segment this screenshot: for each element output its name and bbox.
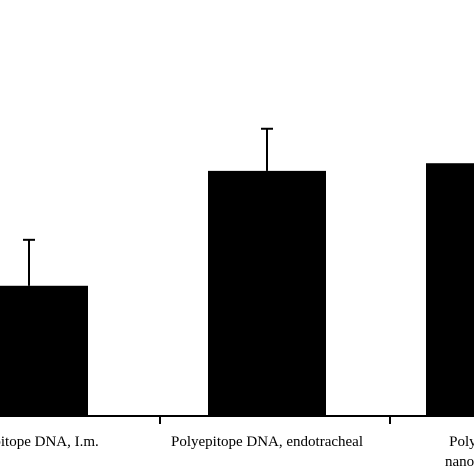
- x-tick-label-3-line-1: Polyepitope: [449, 434, 474, 450]
- error-bar-2: [261, 127, 273, 171]
- x-tick-label-1: Polyepitope DNA, I.m.: [0, 434, 99, 450]
- x-axis-labels-group: Polyepitope DNA, I.m. Polyepitope DNA, en…: [0, 434, 474, 470]
- bar-3: [426, 163, 474, 416]
- x-tick-label-1-line-1: Polyepitope DNA, I.m.: [0, 434, 99, 450]
- x-tick-label-2: Polyepitope DNA, endotracheal: [171, 434, 363, 450]
- bars-group: [0, 163, 474, 416]
- error-bars-group: [23, 127, 273, 286]
- bar-1: [0, 285, 88, 416]
- x-tick-label-2-line-1: Polyepitope DNA, endotracheal: [171, 434, 363, 450]
- x-tick-label-3: Polyepitope nanoparticles: [445, 434, 474, 470]
- x-axis-ticks-group: [159, 416, 391, 424]
- x-tick-label-3-line-2: nanoparticles: [445, 454, 474, 470]
- bar-2: [208, 170, 326, 416]
- error-bar-1: [23, 238, 35, 286]
